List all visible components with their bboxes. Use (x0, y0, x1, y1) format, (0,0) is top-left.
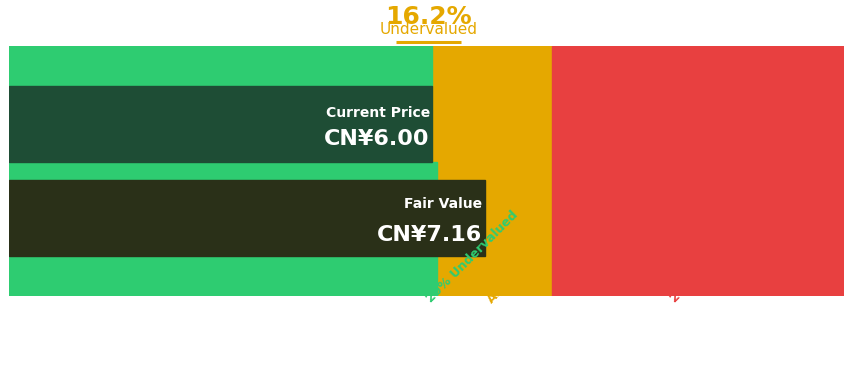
Bar (9, 180, 485, 256)
Bar (9, 46, 428, 296)
Text: 20% Overvalued: 20% Overvalued (667, 215, 757, 306)
Bar (9, 256, 436, 296)
Bar (9, 46, 432, 86)
Text: Current Price: Current Price (325, 106, 429, 119)
Text: Undervalued: Undervalued (379, 22, 476, 37)
Bar (9, 86, 432, 162)
Text: 16.2%: 16.2% (384, 5, 471, 30)
Bar (551, 46, 843, 296)
Text: CN¥6.00: CN¥6.00 (324, 129, 429, 149)
Text: CN¥7.16: CN¥7.16 (377, 225, 482, 245)
Bar (428, 46, 551, 296)
Text: About Right: About Right (485, 238, 553, 306)
Text: 20% Undervalued: 20% Undervalued (423, 209, 520, 306)
Text: Fair Value: Fair Value (404, 197, 482, 211)
Bar (9, 162, 436, 180)
